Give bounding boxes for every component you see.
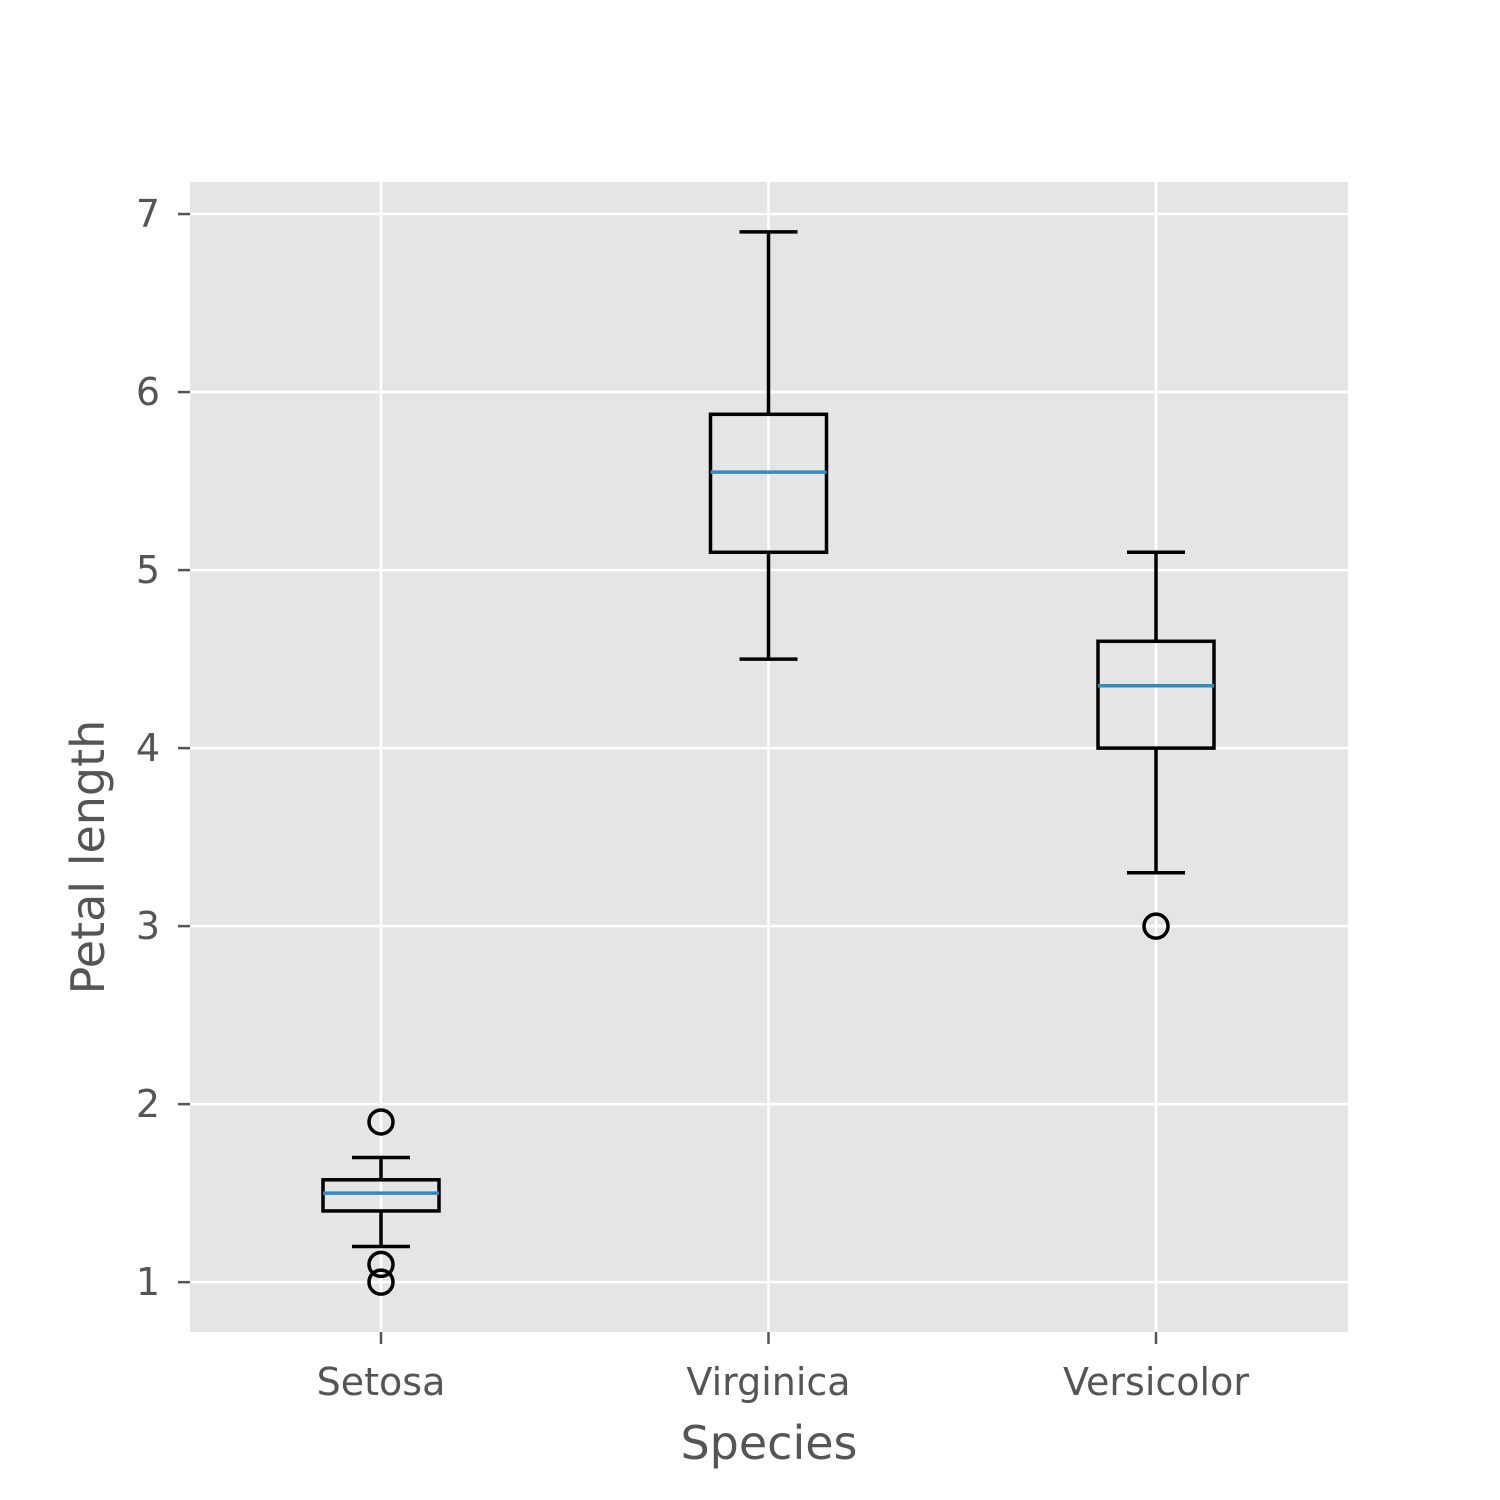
y-tick-label: 7 [136,192,160,236]
x-tick-label: Virginica [686,1360,850,1404]
x-axis: Setosa Virginica Versicolor [317,1332,1249,1404]
x-tick-label: Versicolor [1063,1360,1249,1404]
iqr-box [708,412,829,555]
x-tick-label: Setosa [317,1360,446,1404]
outlier-point [1142,912,1170,940]
iqr-box [321,1178,441,1213]
y-axis-title: Petal length [61,720,115,995]
x-axis-title: Species [680,1416,857,1470]
y-tick-label: 4 [136,726,160,770]
y-tick-label: 6 [136,370,160,414]
outlier-point [367,1250,395,1279]
y-axis: 1 2 3 4 5 6 7 [136,192,190,1304]
y-tick-label: 2 [136,1082,160,1126]
y-tick-label: 3 [136,904,160,948]
outlier-point [367,1268,395,1296]
outlier-point [367,1108,395,1136]
iqr-box [1096,639,1216,750]
box-setosa [321,1108,441,1296]
box-series [321,230,1216,1296]
y-tick-label: 5 [136,548,160,592]
y-tick-label: 1 [136,1260,160,1304]
box-versicolor [1096,550,1216,940]
box-virginica [708,230,829,661]
